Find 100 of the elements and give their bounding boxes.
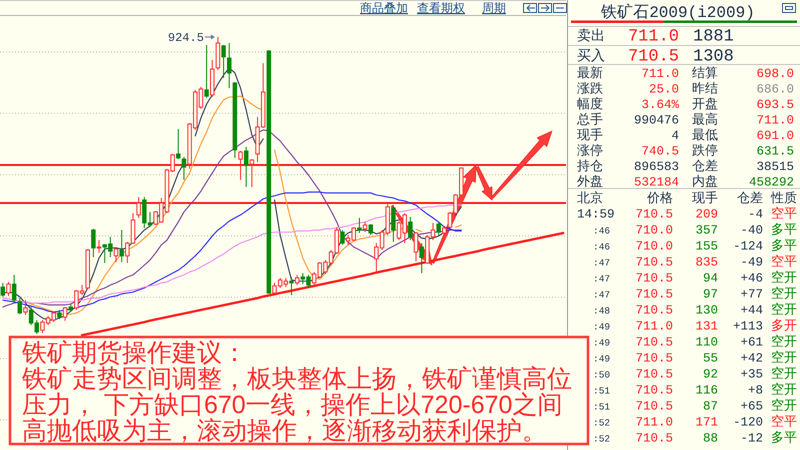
- text: 外盘: [577, 173, 603, 188]
- text: 铁矿走势区间调整，板块整体上扬，铁矿谨慎高位压力， 下方缺口670一线，操作上以720-670之间高抛低吸为主，滚动操作，逐渐移动获利保护。: [21, 365, 572, 445]
- text: 空开: [771, 302, 797, 316]
- text: 710.5: [635, 272, 673, 286]
- text: -40: [740, 224, 763, 238]
- text: +65: [740, 400, 763, 414]
- text: 835: [695, 256, 718, 270]
- text: 结算: [692, 65, 718, 80]
- text: 710.5: [635, 368, 673, 382]
- text: 查看期权: [417, 1, 465, 15]
- text: +46: [740, 272, 763, 286]
- text: 涨跌: [577, 80, 603, 96]
- text: 多开: [771, 318, 797, 332]
- text: 开盘: [692, 96, 718, 112]
- text: 最高: [692, 112, 718, 127]
- text: :47: [593, 258, 610, 268]
- text: 内盘: [692, 173, 718, 188]
- text: 1308: [693, 48, 734, 66]
- text: 131: [695, 320, 718, 334]
- text: -120: [732, 416, 763, 430]
- text: +35: [740, 368, 763, 382]
- text: :49: [593, 338, 610, 348]
- text: 110: [695, 336, 718, 350]
- text: :52: [593, 418, 610, 428]
- text: 仓差: [692, 158, 718, 174]
- text: -49: [740, 256, 763, 270]
- text: 空开: [771, 350, 797, 364]
- text: 94: [702, 272, 718, 286]
- text: 710.5: [635, 432, 673, 446]
- text: 990476: [634, 114, 679, 128]
- text: 92: [702, 368, 718, 382]
- text: 631.5: [756, 144, 794, 159]
- text: 昨结: [692, 80, 718, 96]
- text: 空开: [771, 334, 797, 348]
- text: 铁矿石2009(i2009): [600, 3, 755, 22]
- text: 710.5: [635, 352, 673, 366]
- text: 空开: [771, 286, 797, 300]
- text: :47: [593, 290, 610, 300]
- text: :51: [593, 386, 610, 396]
- text: 209: [695, 208, 718, 222]
- text: 357: [695, 224, 718, 238]
- text: 价格: [646, 190, 673, 205]
- text: 710.5: [635, 384, 673, 398]
- text: 多平: [771, 222, 797, 236]
- text: 空开: [771, 366, 797, 380]
- text: :49: [593, 322, 610, 332]
- text: 693.5: [756, 98, 794, 112]
- text: :50: [593, 370, 610, 380]
- text: :48: [593, 306, 610, 316]
- text: 710.0: [635, 240, 673, 254]
- text: 空开: [771, 398, 797, 412]
- annotation: 924.5: [168, 31, 204, 45]
- text: 多平: [771, 430, 797, 444]
- text: 711.0: [635, 320, 673, 334]
- text: 710.0: [635, 224, 673, 238]
- text: :49: [593, 354, 610, 364]
- text: 性质: [770, 190, 797, 205]
- text: 740.5: [641, 144, 679, 159]
- text: 710.5: [635, 304, 673, 318]
- text: -124: [732, 240, 763, 254]
- text: 4: [671, 129, 679, 144]
- text: +113: [732, 320, 763, 334]
- text: 现手: [692, 190, 718, 205]
- text: 710.5: [635, 208, 673, 222]
- text: 116: [695, 384, 718, 398]
- text: 总手: [576, 112, 603, 127]
- text: 171: [695, 416, 718, 430]
- text: 87: [702, 400, 718, 414]
- text: 691.0: [756, 129, 794, 144]
- text: 710.5: [635, 256, 673, 270]
- text: 买入: [577, 48, 605, 64]
- text: -4: [748, 208, 763, 222]
- text: :47: [593, 274, 610, 284]
- text: 持仓: [577, 158, 603, 174]
- text: 空平: [771, 254, 797, 268]
- text: 跌停: [692, 142, 718, 158]
- text: 130: [695, 304, 718, 318]
- text: 710.5: [628, 48, 679, 66]
- text: +8: [748, 384, 763, 398]
- text: 88: [702, 432, 718, 446]
- text: 周期: [482, 1, 506, 15]
- text: :52: [593, 434, 610, 444]
- text: 686.0: [756, 82, 794, 97]
- text: 商品叠加: [360, 1, 408, 15]
- text: 最低: [692, 127, 718, 142]
- text: 卖出: [577, 28, 605, 44]
- text: 涨停: [577, 142, 603, 158]
- text: -12: [740, 432, 763, 446]
- text: 铁矿期货操作建议：: [21, 339, 247, 367]
- text: 25.0: [648, 82, 679, 97]
- text: +42: [740, 352, 763, 366]
- text: +77: [740, 288, 763, 302]
- text: 现手: [577, 127, 603, 142]
- text: 532184: [634, 175, 679, 190]
- text: +61: [740, 336, 763, 350]
- text: :51: [593, 402, 610, 412]
- text: 711.0: [641, 67, 679, 82]
- text: 97: [702, 288, 718, 302]
- text: 仓差: [737, 190, 763, 205]
- text: 711.0: [628, 28, 679, 46]
